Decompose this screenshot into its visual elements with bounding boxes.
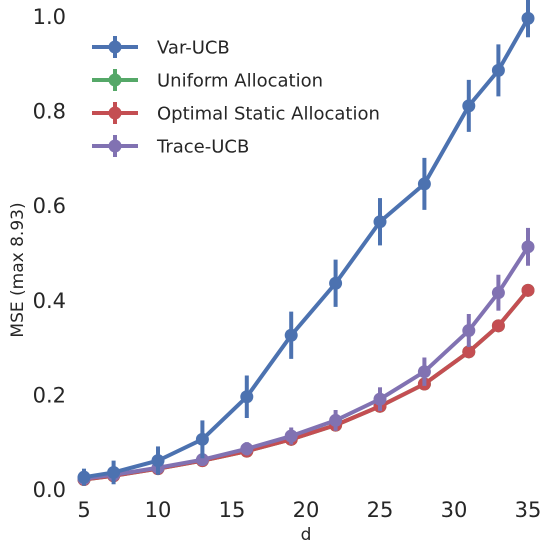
- data-point: [329, 276, 343, 290]
- legend-label: Optimal Static Allocation: [157, 104, 380, 125]
- x-tick-label: 10: [145, 498, 172, 522]
- y-tick-label: 0.2: [33, 383, 66, 407]
- data-point: [195, 453, 209, 467]
- data-point: [491, 63, 505, 77]
- data-point: [77, 470, 91, 484]
- data-point: [521, 240, 535, 254]
- series-line: [83, 17, 530, 480]
- plot-area: [77, 0, 535, 487]
- y-tick-label: 0.8: [33, 100, 66, 124]
- y-tick-label: 0.4: [33, 289, 66, 313]
- y-tick-label: 0.0: [33, 478, 66, 502]
- y-axis-label: MSE (max 8.93): [8, 202, 28, 337]
- data-point: [373, 392, 387, 406]
- data-point: [491, 286, 505, 300]
- legend-item-var-ucb: Var-UCB: [92, 36, 230, 59]
- legend-label: Uniform Allocation: [157, 71, 323, 92]
- legend-label: Var-UCB: [157, 38, 230, 59]
- y-axis-ticks: 0.0 0.2 0.4 0.6 0.8 1.0: [33, 5, 66, 502]
- series-optimal-static-allocation: [77, 283, 535, 487]
- legend-label: Trace-UCB: [156, 137, 249, 158]
- data-point: [462, 324, 476, 338]
- legend-marker: [108, 106, 122, 120]
- data-point: [240, 390, 254, 404]
- x-tick-label: 35: [515, 498, 542, 522]
- legend-marker: [108, 40, 122, 54]
- x-tick-label: 5: [77, 498, 90, 522]
- legend-item-optimal-static-allocation: Optimal Static Allocation: [92, 102, 380, 125]
- x-tick-label: 25: [367, 498, 394, 522]
- series-uniform-allocation: [77, 283, 535, 487]
- series-var-ucb: [77, 0, 535, 486]
- legend-marker: [108, 73, 122, 87]
- legend-item-trace-ucb: Trace-UCB: [92, 135, 249, 158]
- data-point: [491, 319, 505, 333]
- data-point: [373, 215, 387, 229]
- legend: Var-UCB Uniform Allocation Optimal Static …: [92, 36, 380, 158]
- x-tick-label: 15: [219, 498, 246, 522]
- x-tick-label: 30: [441, 498, 468, 522]
- data-point: [107, 465, 121, 479]
- data-point: [329, 413, 343, 427]
- data-point: [521, 283, 535, 297]
- x-axis-label: d: [301, 525, 312, 545]
- y-tick-label: 1.0: [33, 5, 66, 29]
- data-point: [417, 177, 431, 191]
- legend-item-uniform-allocation: Uniform Allocation: [92, 69, 323, 92]
- data-point: [284, 328, 298, 342]
- x-axis-ticks: 5 10 15 20 25 30 35: [77, 498, 541, 522]
- data-point: [462, 345, 476, 359]
- y-tick-label: 0.6: [33, 194, 66, 218]
- series-line: [83, 245, 530, 481]
- data-point: [521, 11, 535, 25]
- data-point: [151, 454, 165, 468]
- data-point: [284, 429, 298, 443]
- data-point: [240, 442, 254, 456]
- data-point: [195, 432, 209, 446]
- data-point: [417, 365, 431, 379]
- x-tick-label: 20: [293, 498, 320, 522]
- legend-marker: [108, 139, 122, 153]
- data-point: [462, 99, 476, 113]
